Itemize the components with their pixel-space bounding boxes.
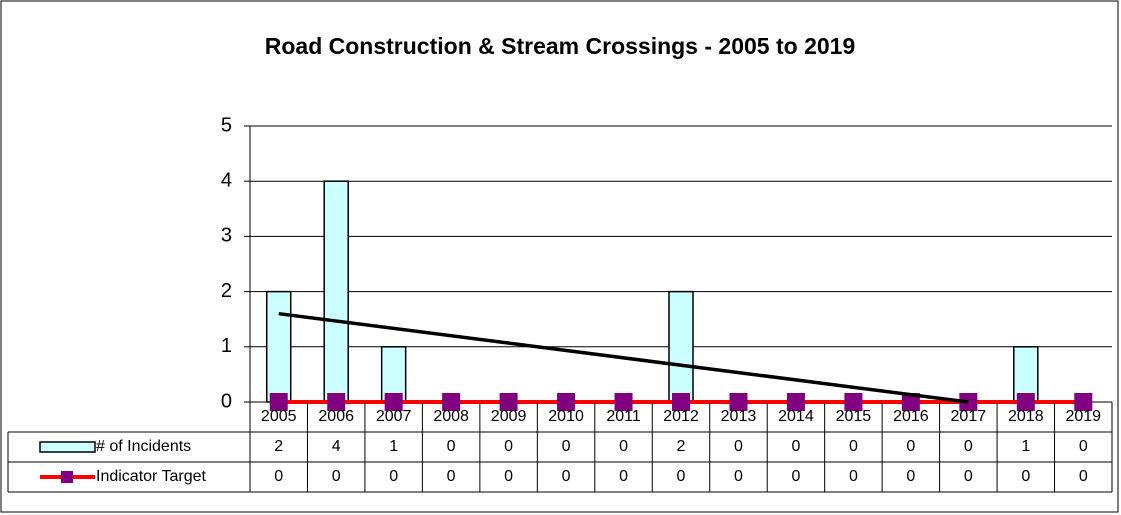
table-value: 1 [1021, 438, 1030, 455]
x-tick-label: 2007 [376, 408, 412, 425]
chart-title: Road Construction & Stream Crossings - 2… [265, 33, 856, 59]
table-value: 0 [791, 468, 800, 485]
table-value: 0 [677, 468, 686, 485]
target-marker [442, 393, 461, 411]
target-marker [1074, 393, 1093, 411]
legend-key-marker [61, 471, 73, 483]
x-tick-label: 2013 [721, 408, 757, 425]
table-value: 0 [734, 468, 743, 485]
x-tick-label: 2009 [491, 408, 527, 425]
table-value: 0 [734, 438, 743, 455]
table-value: 0 [504, 438, 513, 455]
table-value: 2 [274, 438, 283, 455]
legend-label: # of Incidents [96, 438, 191, 455]
x-tick-label: 2014 [778, 408, 814, 425]
y-tick-label: 1 [221, 335, 232, 357]
table-value: 0 [447, 438, 456, 455]
table-value: 0 [906, 468, 915, 485]
target-marker [786, 393, 805, 411]
table-value: 0 [1079, 468, 1088, 485]
table-value: 0 [849, 468, 858, 485]
table-value: 0 [849, 438, 858, 455]
target-marker [327, 393, 346, 411]
y-tick-label: 4 [221, 169, 232, 191]
table-value: 0 [389, 468, 398, 485]
y-tick-label: 0 [221, 390, 232, 412]
table-value: 0 [964, 468, 973, 485]
y-tick-label: 5 [221, 114, 232, 136]
bar [668, 290, 694, 403]
x-tick-label: 2008 [433, 408, 469, 425]
x-tick-label: 2012 [663, 408, 699, 425]
table-value: 0 [562, 468, 571, 485]
x-tick-label: 2018 [1008, 408, 1044, 425]
table-value: 0 [619, 468, 628, 485]
table-value: 0 [906, 438, 915, 455]
target-marker [614, 393, 633, 411]
x-tick-label: 2015 [836, 408, 872, 425]
bar [380, 346, 407, 403]
legend-label: Indicator Target [96, 468, 207, 485]
target-marker [269, 393, 288, 411]
target-marker [729, 393, 748, 411]
y-tick-label: 2 [221, 280, 232, 302]
table-value: 4 [332, 438, 341, 455]
x-tick-label: 2016 [893, 408, 929, 425]
x-tick-label: 2017 [951, 408, 987, 425]
legend-key [39, 441, 96, 453]
target-marker [1016, 393, 1035, 411]
target-marker [384, 393, 403, 411]
bar [265, 290, 292, 403]
target-marker [557, 393, 576, 411]
trendline [278, 311, 969, 404]
table-value: 0 [964, 438, 973, 455]
target-marker [672, 393, 690, 411]
table-value: 1 [389, 438, 398, 455]
table-value: 0 [791, 438, 800, 455]
table-value: 0 [562, 438, 571, 455]
target-marker [901, 393, 920, 411]
table-value: 2 [677, 438, 686, 455]
x-tick-label: 2006 [318, 408, 354, 425]
table-value: 0 [332, 468, 341, 485]
x-tick-label: 2010 [548, 408, 584, 425]
x-tick-label: 2011 [606, 408, 641, 425]
table-value: 0 [447, 468, 456, 485]
bar [323, 180, 349, 403]
table-value: 0 [1079, 438, 1088, 455]
table-value: 0 [274, 468, 283, 485]
table-value: 0 [619, 438, 628, 455]
target-marker [499, 393, 518, 411]
x-tick-label: 2005 [261, 408, 297, 425]
y-tick-label: 3 [221, 225, 232, 247]
target-marker [844, 393, 863, 411]
x-tick-label: 2019 [1065, 408, 1101, 425]
table-value: 0 [1021, 468, 1030, 485]
table-value: 0 [504, 468, 513, 485]
